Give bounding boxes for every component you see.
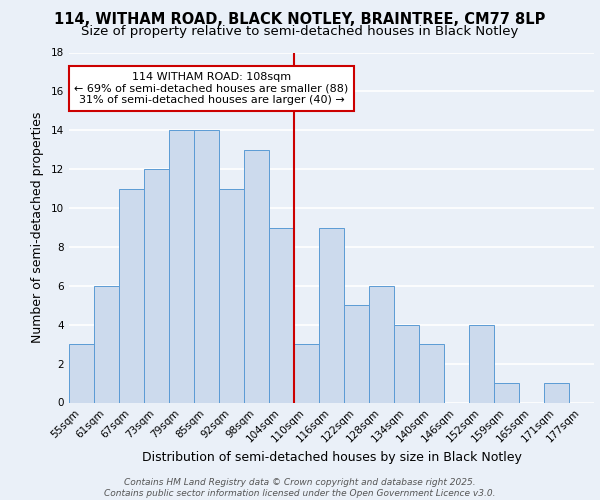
Bar xyxy=(544,383,569,402)
Bar xyxy=(394,324,419,402)
Bar xyxy=(69,344,94,403)
Bar xyxy=(269,228,294,402)
Bar xyxy=(369,286,394,403)
Bar xyxy=(319,228,344,402)
Text: Contains HM Land Registry data © Crown copyright and database right 2025.
Contai: Contains HM Land Registry data © Crown c… xyxy=(104,478,496,498)
Bar xyxy=(494,383,519,402)
Bar xyxy=(344,306,369,402)
Bar xyxy=(294,344,319,403)
Bar xyxy=(119,188,144,402)
Bar xyxy=(94,286,119,403)
Bar xyxy=(144,169,169,402)
Y-axis label: Number of semi-detached properties: Number of semi-detached properties xyxy=(31,112,44,343)
Bar xyxy=(219,188,244,402)
Bar xyxy=(419,344,444,403)
Bar xyxy=(194,130,219,402)
Bar xyxy=(169,130,194,402)
Text: 114 WITHAM ROAD: 108sqm
← 69% of semi-detached houses are smaller (88)
31% of se: 114 WITHAM ROAD: 108sqm ← 69% of semi-de… xyxy=(74,72,349,105)
Text: 114, WITHAM ROAD, BLACK NOTLEY, BRAINTREE, CM77 8LP: 114, WITHAM ROAD, BLACK NOTLEY, BRAINTRE… xyxy=(55,12,545,28)
Bar xyxy=(469,324,494,402)
Text: Size of property relative to semi-detached houses in Black Notley: Size of property relative to semi-detach… xyxy=(82,25,518,38)
Bar xyxy=(244,150,269,402)
X-axis label: Distribution of semi-detached houses by size in Black Notley: Distribution of semi-detached houses by … xyxy=(142,451,521,464)
